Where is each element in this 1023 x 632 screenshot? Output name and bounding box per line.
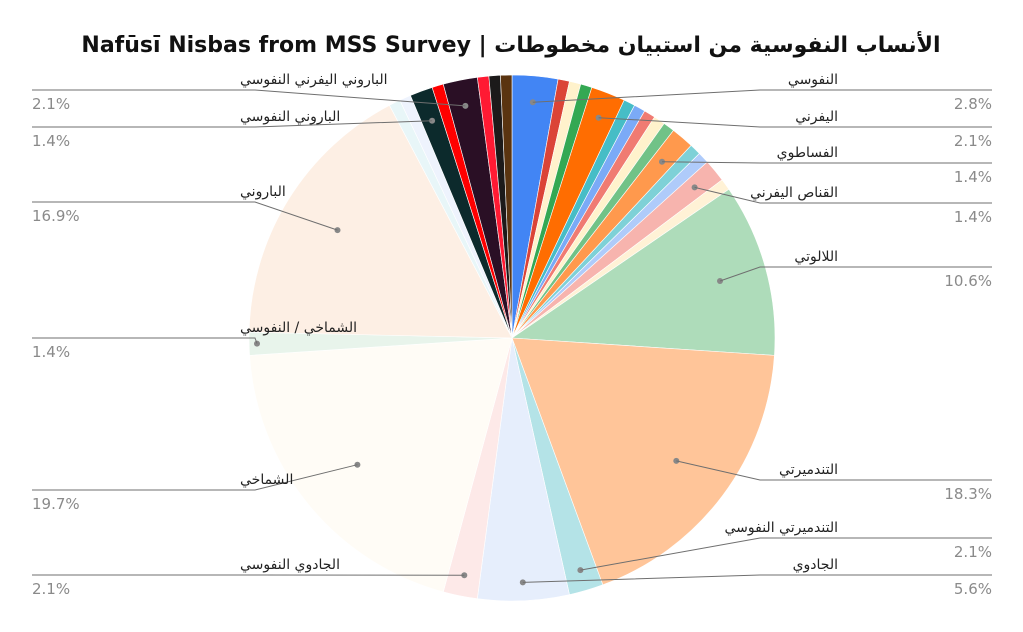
slice-percent: 1.4% [954, 208, 992, 226]
slice-percent: 10.6% [944, 272, 992, 290]
slice-percent: 2.1% [954, 543, 992, 561]
slice-percent: 16.9% [32, 207, 80, 225]
leader-line [32, 120, 433, 128]
leader-line [661, 161, 992, 164]
leader-line [598, 117, 992, 128]
leader-line [676, 460, 992, 481]
leader-line [532, 89, 992, 103]
slice-percent: 19.7% [32, 495, 80, 513]
leader-line [694, 186, 992, 204]
slice-label: الفساطوي [777, 145, 838, 161]
leader-line [580, 537, 992, 571]
slice-percent: 5.6% [954, 580, 992, 598]
leader-line [32, 89, 466, 107]
slice-percent: 2.1% [32, 95, 70, 113]
slice-label: الجادوي النفوسي [240, 557, 340, 573]
slice-label: التندميرتي [779, 462, 838, 478]
pie-slice [511, 188, 776, 356]
pie-slice [511, 337, 775, 586]
slice-labels: النفوسي 2.8% اليفرني 2.1% الفساطوي 1.4% القناص… [32, 72, 992, 598]
slice-percent: 2.8% [954, 95, 992, 113]
pie-slices [248, 74, 776, 602]
leader-line [32, 337, 258, 344]
slice-label: الباروني اليفرني النفوسي [240, 72, 387, 88]
leader-line [32, 201, 338, 231]
slice-percent: 2.1% [32, 580, 70, 598]
pie-slice [249, 337, 513, 593]
slice-label: النفوسي [788, 72, 838, 88]
pie-slice [248, 104, 513, 339]
slice-label: الباروني النفوسي [240, 109, 340, 125]
slice-label: التندميرتي النفوسي [724, 520, 838, 536]
slice-percent: 18.3% [944, 485, 992, 503]
slice-label: اللالوتي [794, 249, 838, 265]
leader-line [719, 266, 992, 282]
slice-label: الشماخي / النفوسي [240, 320, 357, 336]
slice-label: القناص اليفرني [750, 185, 838, 201]
slice-label: الشماخي [240, 472, 293, 488]
slice-percent: 1.4% [32, 132, 70, 150]
slice-percent: 1.4% [954, 168, 992, 186]
chart-title: Nafūsī Nisbas from MSS Survey | الأنساب … [81, 30, 940, 58]
slice-percent: 2.1% [954, 132, 992, 150]
slice-label: الجادوي [793, 557, 838, 573]
leader-line [522, 574, 992, 583]
slice-label: الباروني [240, 184, 286, 200]
leader-line [32, 464, 358, 491]
pie-slice [500, 74, 513, 339]
slice-label: اليفرني [795, 109, 838, 125]
slice-percent: 1.4% [32, 343, 70, 361]
